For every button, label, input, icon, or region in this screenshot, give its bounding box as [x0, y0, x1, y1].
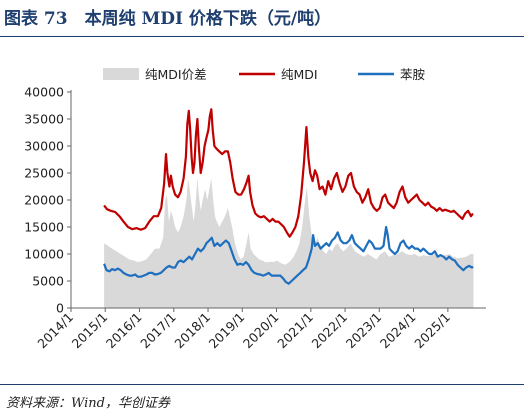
x-tick-label: 2021/1 [274, 310, 316, 352]
series-area-mdi-spread [104, 178, 474, 308]
x-tick-label: 2018/1 [171, 310, 213, 352]
legend-item-aniline: 苯胺 [358, 67, 425, 82]
x-tick-label: 2020/1 [240, 310, 282, 352]
x-tick-label: 2016/1 [103, 310, 145, 352]
x-tick-label: 2014/1 [34, 310, 76, 352]
plot-series [103, 108, 474, 308]
y-tick-label: 40000 [24, 85, 64, 100]
legend-swatch [103, 68, 139, 80]
series-line-mdi [103, 108, 474, 238]
legend-label: 纯MDI价差 [145, 67, 207, 82]
y-tick-label: 15000 [24, 220, 64, 235]
x-tick-label: 2024/1 [377, 310, 419, 352]
x-tick-label: 2022/1 [308, 310, 350, 352]
x-tick-label: 2023/1 [343, 310, 385, 352]
y-tick-label: 10000 [24, 247, 64, 262]
legend-label: 纯MDI [281, 67, 318, 82]
y-tick-label: 35000 [24, 112, 64, 127]
source-note: 资料来源：Wind，华创证券 [6, 396, 170, 411]
series-line-aniline [103, 225, 474, 285]
legend-item-mdi-spread: 纯MDI价差 [103, 67, 207, 82]
y-tick-label: 0 [56, 301, 64, 316]
x-tick-label: 2017/1 [137, 310, 179, 352]
title-divider [0, 36, 524, 37]
x-tick-label: 2019/1 [206, 310, 248, 352]
footer-divider [0, 384, 524, 385]
axes: 0 5000 10000 15000 20000 25000 30000 35000 40000… [24, 85, 486, 352]
legend-item-mdi: 纯MDI [239, 67, 318, 82]
chart-title: 图表 73 本周纯 MDI 价格下跌（元/吨） [4, 9, 332, 29]
chart-canvas: 0 5000 10000 15000 20000 25000 30000 35000 40000… [24, 67, 486, 352]
legend: 纯MDI价差 纯MDI 苯胺 [103, 67, 425, 82]
y-tick-label: 5000 [32, 274, 64, 289]
x-tick-label: 2015/1 [69, 310, 111, 352]
x-tick-label: 2025/1 [411, 310, 453, 352]
y-tick-label: 30000 [24, 139, 64, 154]
legend-label: 苯胺 [400, 67, 425, 82]
y-tick-label: 25000 [24, 166, 64, 181]
y-tick-label: 20000 [24, 193, 64, 208]
